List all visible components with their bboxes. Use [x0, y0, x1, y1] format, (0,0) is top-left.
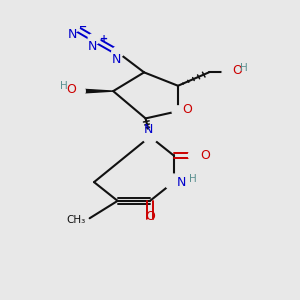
Circle shape [68, 22, 79, 32]
Text: H: H [189, 174, 197, 184]
Circle shape [165, 174, 182, 190]
Circle shape [70, 84, 85, 98]
Circle shape [142, 220, 158, 233]
Circle shape [88, 34, 100, 44]
Text: N: N [88, 40, 97, 53]
Text: N: N [144, 122, 154, 136]
Circle shape [112, 47, 124, 58]
Circle shape [142, 130, 158, 143]
Circle shape [222, 66, 237, 79]
Text: O: O [67, 83, 76, 96]
Circle shape [172, 106, 184, 116]
Text: N: N [112, 53, 121, 66]
Text: +: + [100, 34, 108, 44]
Text: O: O [183, 103, 193, 116]
Text: N: N [177, 176, 187, 189]
Text: H: H [240, 63, 248, 73]
Text: CH₃: CH₃ [66, 214, 85, 225]
Text: O: O [145, 210, 155, 223]
Circle shape [188, 149, 203, 162]
Text: H: H [60, 81, 68, 91]
Text: N: N [67, 28, 77, 41]
Text: −: − [79, 22, 88, 32]
Text: O: O [232, 64, 242, 77]
Polygon shape [78, 89, 113, 93]
Text: O: O [200, 149, 210, 162]
